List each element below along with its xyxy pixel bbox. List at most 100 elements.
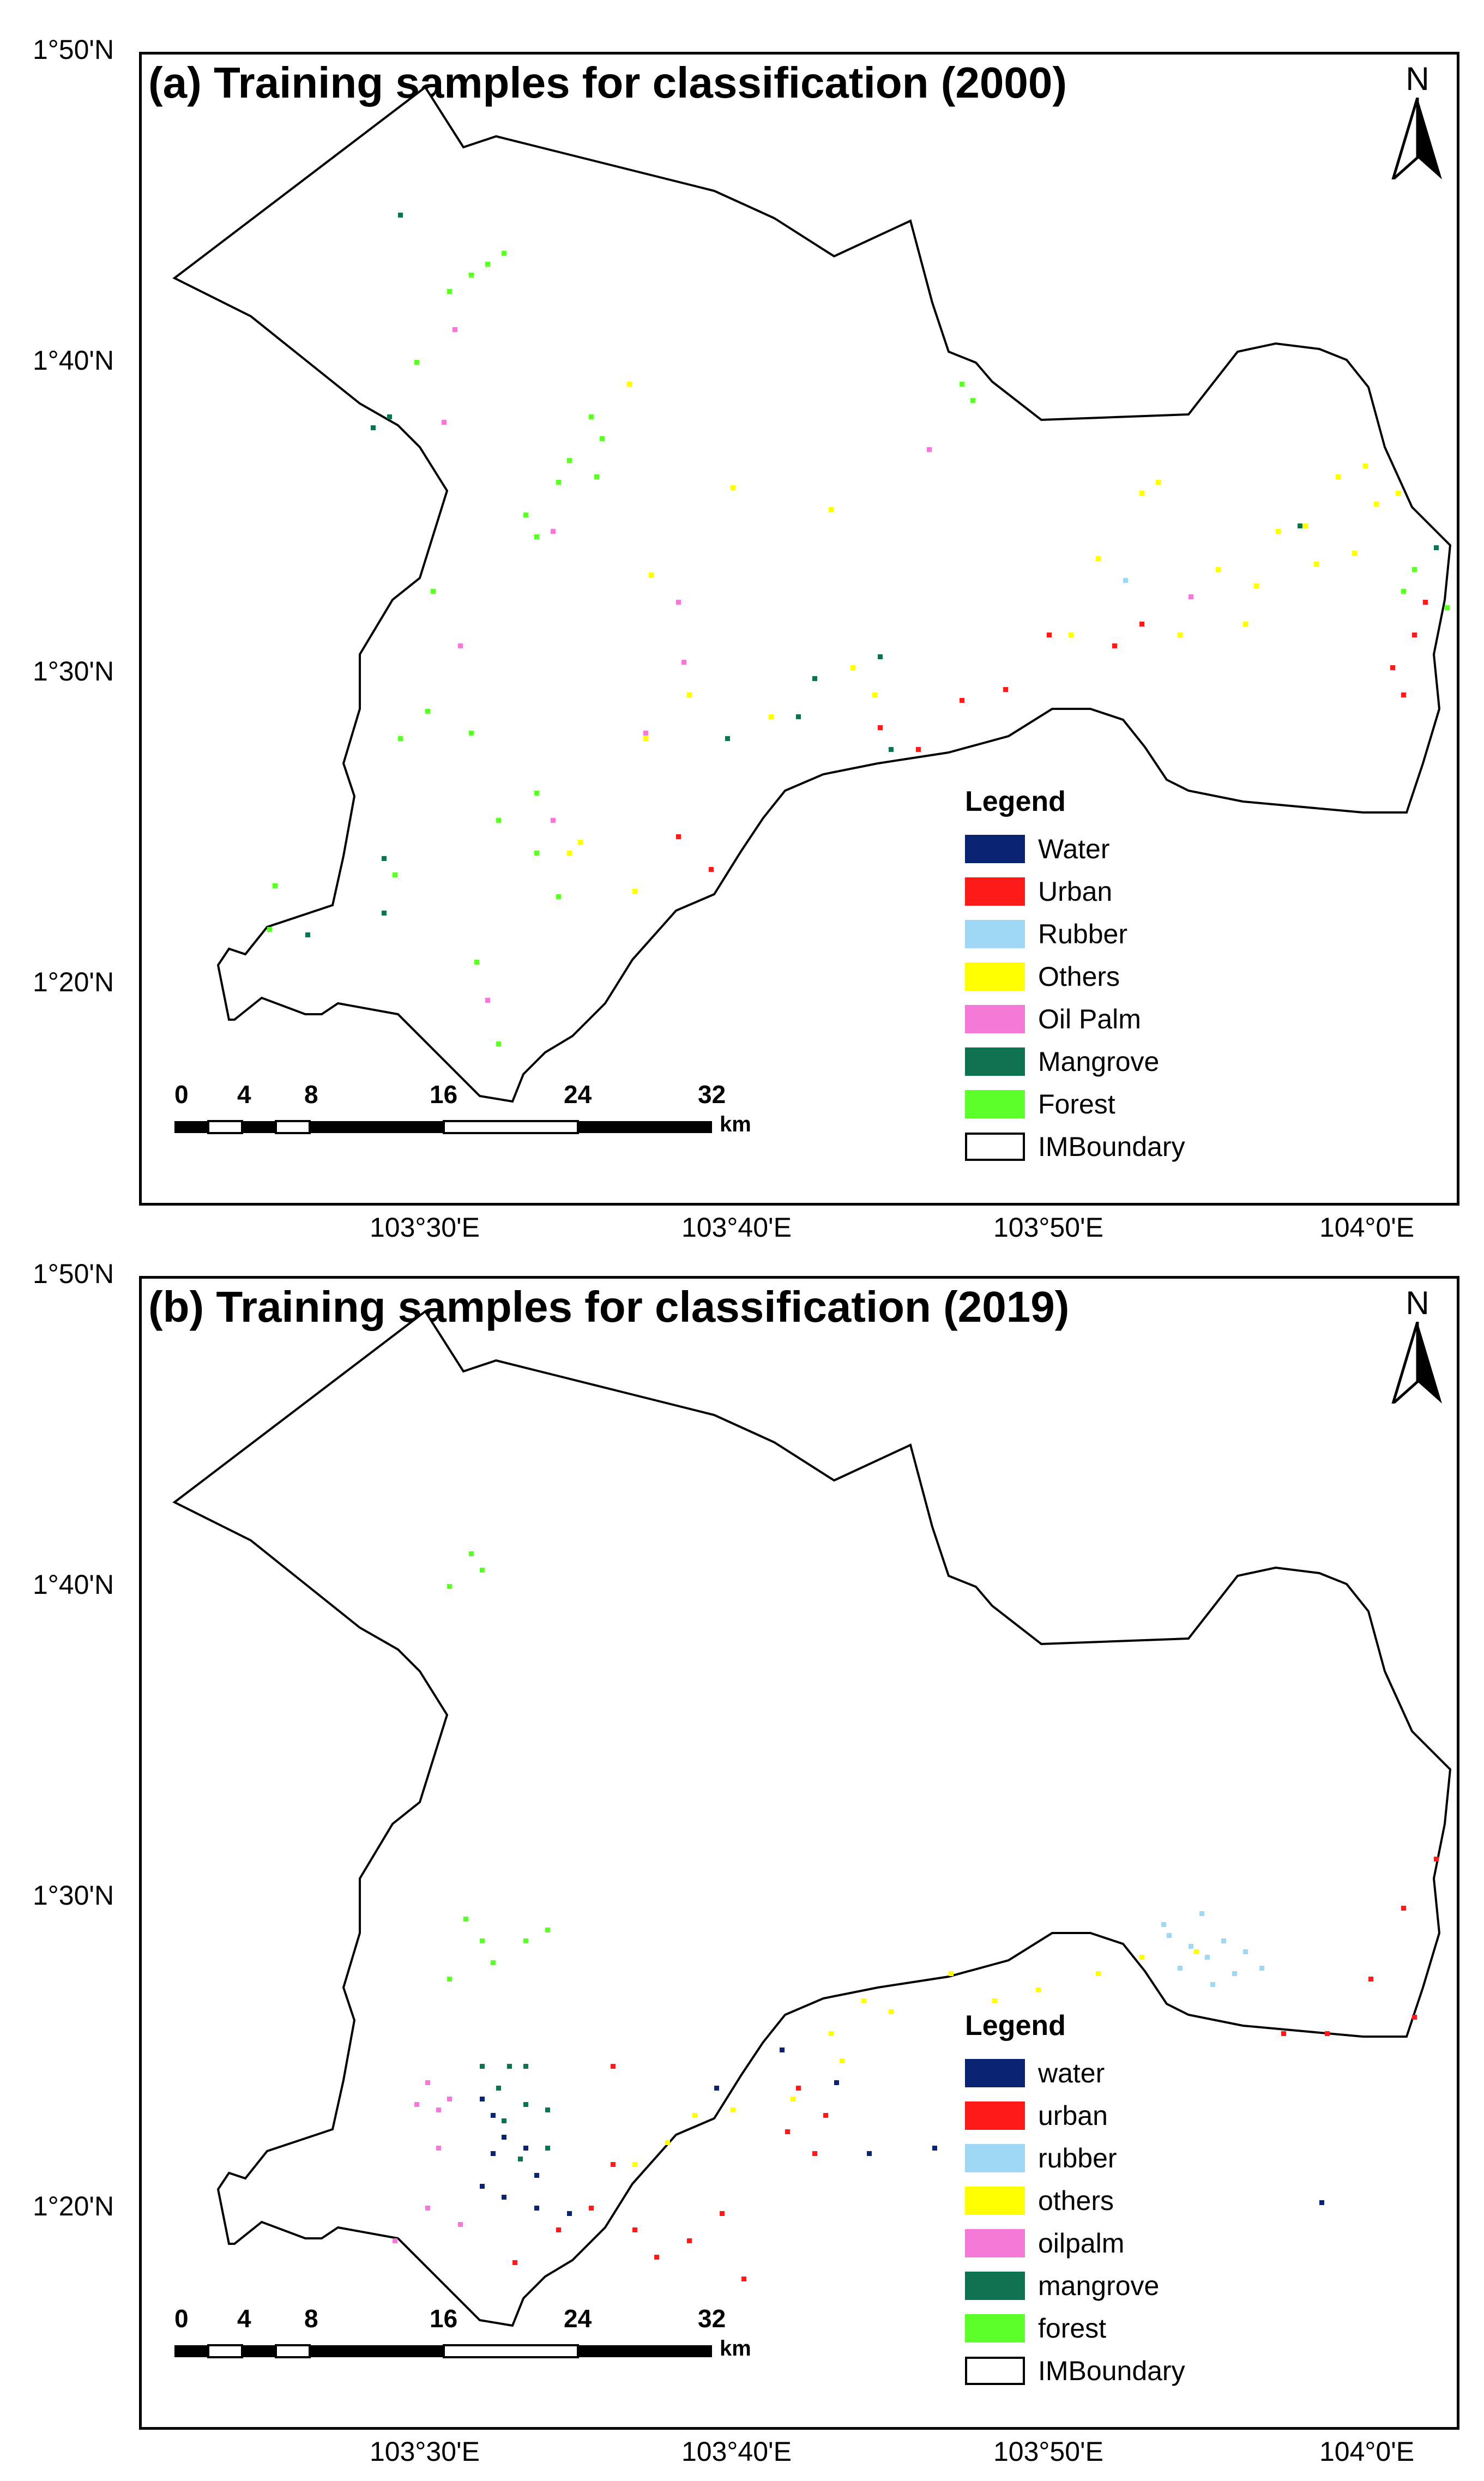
training-sample-point: [1401, 589, 1406, 594]
training-sample-point: [502, 251, 506, 256]
legend-title: Legend: [965, 2010, 1066, 2042]
scale-tick-label: 4: [237, 1080, 251, 1109]
training-sample-point: [1259, 1966, 1264, 1971]
training-sample-point: [1232, 1971, 1237, 1976]
training-sample-point: [812, 676, 817, 681]
training-sample-point: [916, 747, 921, 752]
training-sample-point: [447, 1977, 452, 1982]
training-sample-point: [780, 2048, 785, 2052]
legend-swatch: [965, 2144, 1025, 2172]
im-boundary: [172, 86, 1452, 1103]
scale-tick-label: 0: [174, 2304, 189, 2333]
legend-swatch: [965, 2229, 1025, 2257]
training-sample-point: [1221, 1938, 1226, 1943]
training-sample-point: [676, 834, 681, 839]
training-sample-point: [545, 2146, 550, 2151]
training-sample-point: [785, 2129, 790, 2134]
legend-item: mangrove: [965, 2265, 1185, 2307]
training-sample-point: [823, 2113, 828, 2118]
training-sample-point: [425, 2080, 430, 2085]
map-canvas: [172, 1310, 1452, 2327]
lon-label: 103°50'E: [993, 1212, 1103, 1243]
training-sample-point: [371, 425, 376, 430]
training-sample-point: [1336, 474, 1341, 479]
legend-label: IMBoundary: [1038, 2356, 1185, 2386]
panel-title: (a) Training samples for classification …: [148, 58, 1067, 107]
training-sample-point: [393, 872, 397, 877]
training-sample-point: [1396, 491, 1401, 496]
training-sample-point: [507, 2064, 512, 2069]
training-sample-point: [720, 2211, 725, 2216]
training-sample-point: [414, 360, 419, 365]
training-sample-point: [960, 382, 964, 387]
training-sample-point: [485, 998, 490, 1003]
training-sample-point: [491, 2113, 496, 2118]
lat-label: 1°40'N: [33, 1569, 114, 1600]
training-sample-point: [480, 2064, 485, 2069]
scale-tick-label: 24: [564, 1080, 592, 1109]
training-sample-point: [1069, 633, 1073, 637]
training-sample-point: [1434, 1857, 1439, 1862]
training-sample-point: [458, 643, 463, 648]
legend-label: Urban: [1038, 876, 1113, 907]
scale-bar-graphic: [174, 1120, 712, 1134]
training-sample-point: [611, 2064, 616, 2069]
legend-item: Urban: [965, 870, 1185, 913]
training-sample-point: [1161, 1922, 1166, 1927]
training-sample-point: [878, 725, 883, 730]
lon-label: 103°40'E: [681, 1212, 792, 1243]
training-sample-point: [502, 2195, 506, 2200]
training-sample-point: [714, 2086, 719, 2091]
training-sample-point: [1199, 1911, 1204, 1916]
lat-label: 1°50'N: [33, 1258, 114, 1289]
training-sample-point: [1374, 502, 1379, 507]
training-sample-point: [534, 2173, 539, 2178]
lat-label: 1°30'N: [33, 656, 114, 687]
training-sample-point: [1298, 523, 1302, 528]
training-sample-point: [393, 2238, 397, 2243]
training-sample-point: [654, 2255, 659, 2260]
training-sample-point: [480, 1568, 485, 1573]
legend-label: IMBoundary: [1038, 1131, 1185, 1162]
training-sample-point: [643, 731, 648, 736]
panel-title: (b) Training samples for classification …: [148, 1282, 1070, 1331]
training-sample-point: [1434, 545, 1439, 550]
training-sample-point: [949, 1971, 954, 1976]
map-canvas: [172, 86, 1452, 1103]
training-sample-point: [1096, 556, 1101, 561]
training-sample-point: [889, 747, 894, 752]
legend-item: forest: [965, 2307, 1185, 2350]
legend: Legend Water Urban Rubber Others Oil Pal…: [965, 785, 1185, 1168]
lon-label: 103°30'E: [370, 1212, 480, 1243]
training-sample-point: [469, 273, 474, 278]
training-sample-point: [534, 534, 539, 539]
training-sample-point: [1412, 633, 1417, 637]
legend-swatch: [965, 1005, 1025, 1033]
training-sample-point: [834, 2080, 839, 2085]
training-sample-point: [589, 2206, 594, 2211]
training-sample-point: [502, 2118, 506, 2123]
legend-label: oilpalm: [1038, 2228, 1125, 2259]
scale-bar-graphic: [174, 2344, 712, 2358]
training-sample-point: [1178, 1966, 1183, 1971]
training-sample-point: [556, 2227, 561, 2232]
training-sample-point: [398, 736, 403, 741]
map-panel-2019: (b) Training samples for classification …: [139, 1276, 1459, 2430]
training-sample-point: [1123, 578, 1128, 583]
training-sample-point: [502, 2135, 506, 2140]
training-sample-point: [861, 1998, 866, 2003]
training-sample-point: [611, 2162, 616, 2167]
training-sample-point: [970, 398, 975, 403]
training-sample-point: [1319, 2200, 1324, 2205]
legend-swatch: [965, 962, 1025, 991]
training-sample-point: [447, 1584, 452, 1589]
legend-item: IMBoundary: [965, 1125, 1185, 1168]
training-sample-point: [725, 736, 730, 741]
scale-tick-label: 0: [174, 1080, 189, 1109]
training-sample-point: [458, 2222, 463, 2227]
training-sample-point: [523, 2102, 528, 2107]
legend-label: Water: [1038, 834, 1110, 864]
training-sample-point: [594, 474, 599, 479]
training-sample-point: [545, 1928, 550, 1932]
training-sample-point: [534, 2206, 539, 2211]
